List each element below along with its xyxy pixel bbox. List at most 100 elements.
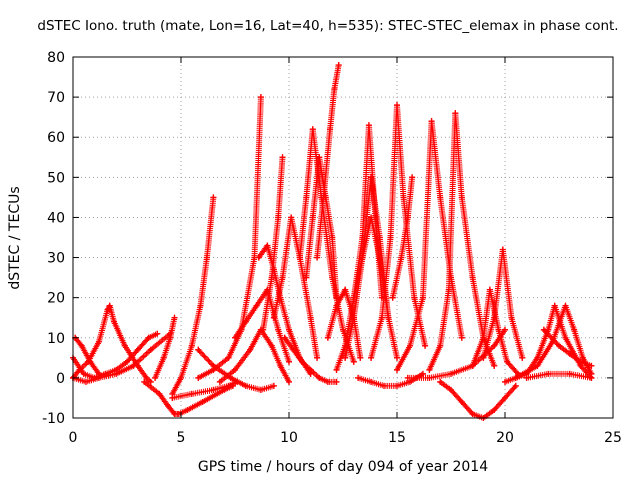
data-point (566, 350, 573, 357)
data-point (422, 342, 429, 349)
data-point (381, 382, 388, 389)
data-point (359, 254, 366, 261)
data-point (534, 362, 541, 369)
data-point (458, 334, 465, 341)
data-point (188, 390, 195, 397)
data-point (232, 366, 238, 373)
data-point (199, 398, 206, 405)
data-point (268, 274, 275, 281)
data-point (404, 214, 411, 221)
data-point (134, 346, 141, 353)
data-point (445, 286, 452, 293)
series-arc-y (368, 102, 429, 361)
data-point (389, 294, 396, 301)
series-arc-r (303, 154, 340, 301)
y-tick-label: 60 (47, 130, 65, 146)
data-point (169, 394, 176, 401)
data-point (406, 342, 413, 349)
y-tick-label: 50 (47, 170, 65, 186)
data-point (253, 302, 260, 309)
data-point (210, 362, 217, 369)
data-point (121, 342, 128, 349)
data-point (504, 358, 511, 365)
data-point (499, 246, 506, 253)
data-point (551, 302, 558, 309)
data-point (365, 122, 372, 129)
data-point (232, 334, 238, 341)
data-point (411, 294, 418, 301)
data-point (480, 334, 487, 341)
data-point (307, 366, 314, 373)
data-point (394, 382, 400, 389)
data-point (469, 362, 476, 369)
x-tick-label: 25 (604, 430, 622, 446)
data-point (104, 306, 111, 313)
data-point (257, 94, 264, 101)
data-point (419, 294, 426, 301)
data-point (385, 314, 392, 321)
data-point (210, 194, 217, 201)
x-tick-label: 20 (496, 430, 514, 446)
data-point (448, 370, 454, 377)
series-arc-p (281, 334, 340, 385)
data-point (491, 314, 498, 321)
data-point (111, 318, 118, 325)
x-tick-label: 5 (177, 430, 186, 446)
data-point (458, 398, 465, 405)
data-point (113, 370, 120, 377)
series-arc-ac (426, 110, 498, 373)
data-point (327, 126, 334, 133)
data-point (286, 378, 292, 385)
data-point (378, 314, 385, 321)
y-tick-label: 10 (47, 331, 65, 347)
data-point (342, 354, 349, 361)
data-point (355, 374, 362, 381)
data-point (314, 354, 321, 361)
data-point (400, 194, 407, 201)
data-point (502, 378, 508, 385)
data-point (82, 378, 89, 385)
data-point (502, 394, 508, 401)
data-point (281, 334, 288, 341)
data-point (286, 358, 292, 365)
data-point (331, 86, 338, 93)
data-point (387, 234, 394, 241)
data-point (298, 358, 305, 365)
y-tick-label: 0 (56, 371, 65, 387)
data-point (428, 118, 435, 125)
data-point (290, 346, 297, 353)
data-point (448, 386, 454, 393)
x-tick-label: 0 (69, 430, 78, 446)
data-point (165, 402, 172, 409)
data-point (324, 378, 331, 385)
data-point (264, 242, 271, 249)
data-point (314, 254, 321, 261)
series-arc-aj (540, 326, 595, 369)
data-point (419, 370, 426, 377)
data-point (324, 334, 331, 341)
data-point (178, 374, 184, 381)
data-point (130, 362, 137, 369)
data-point (495, 326, 502, 333)
data-point (225, 354, 232, 361)
data-point (316, 154, 323, 161)
data-point (124, 358, 130, 365)
series-arc-f (152, 314, 178, 381)
data-point (143, 374, 150, 381)
data-point (80, 370, 87, 377)
data-point (540, 326, 547, 333)
data-point (333, 366, 340, 373)
y-axis-label: dSTEC / TECUs (7, 186, 23, 289)
data-point (398, 254, 405, 261)
data-point (210, 386, 217, 393)
data-point (147, 346, 154, 353)
data-point (95, 338, 102, 345)
data-point (368, 378, 375, 385)
data-point (394, 366, 400, 373)
data-point (562, 334, 569, 341)
y-tick-label: 40 (47, 210, 65, 226)
data-point (458, 194, 465, 201)
data-point (437, 194, 444, 201)
